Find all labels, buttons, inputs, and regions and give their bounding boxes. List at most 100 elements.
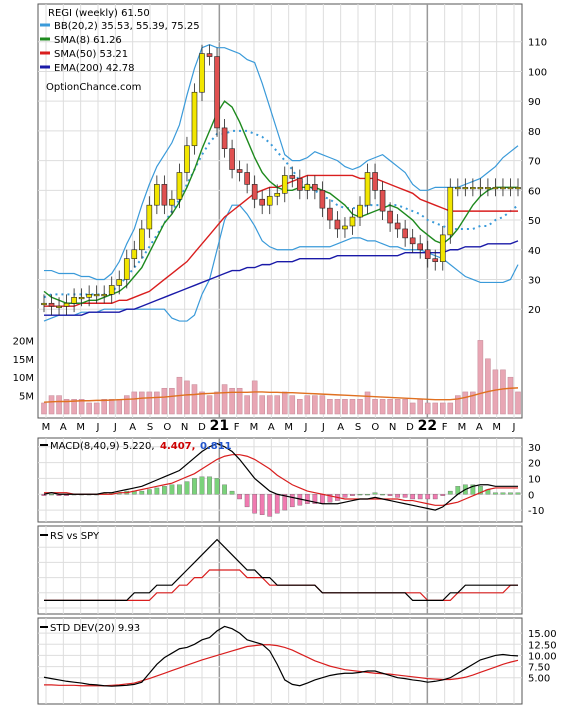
volume-bar: [131, 391, 138, 415]
legend-label: SMA(8) 61.26: [54, 35, 122, 46]
x-tick-label: A: [60, 422, 67, 433]
macd-histogram-bar: [320, 494, 325, 504]
volume-bar: [93, 402, 100, 415]
macd-tick-label: 0: [528, 490, 534, 501]
x-tick-label: M: [458, 422, 467, 433]
macd-line: [43, 442, 518, 511]
volume-bar: [515, 391, 521, 415]
candle-body: [424, 249, 431, 259]
x-tick-label: J: [96, 422, 100, 433]
volume-bar: [485, 358, 491, 415]
candle-body: [372, 172, 378, 191]
chart-title: REGI (weekly) 61.50: [48, 8, 150, 19]
macd-histogram-bar: [154, 487, 160, 495]
candle-body: [274, 192, 281, 197]
volume-bar: [41, 402, 47, 415]
macd-signal-line: [44, 454, 518, 506]
volume-bar: [492, 369, 499, 415]
std-average-line: [44, 644, 519, 687]
candle-body: [199, 53, 205, 93]
volume-bar: [214, 391, 220, 415]
legend-label: BB(20,2) 35.53, 55.39, 75.25: [54, 21, 200, 32]
candle-body: [289, 175, 296, 179]
rs-line: [44, 538, 518, 602]
macd-hist-value: 0.811: [200, 441, 232, 452]
std-tick-label: 12.50: [528, 640, 557, 651]
candle-body: [349, 216, 356, 227]
price-tick-label: 40: [528, 246, 541, 257]
volume-bar: [184, 380, 190, 415]
volume-bar: [319, 395, 326, 415]
candle-body: [78, 297, 85, 300]
price-panel-frame: [37, 3, 523, 419]
std-line: [43, 625, 519, 687]
candle-body: [281, 175, 288, 194]
candle-body: [379, 190, 386, 212]
ema200-line: [44, 240, 519, 316]
candle-body: [108, 285, 115, 295]
price-tick-label: 70: [528, 157, 541, 168]
x-tick-label: 22: [418, 418, 437, 434]
candle-body: [447, 187, 454, 236]
candle-body: [327, 207, 333, 221]
volume-bar: [101, 399, 107, 415]
volume-bar: [409, 402, 416, 415]
x-tick-label: S: [147, 422, 153, 433]
volume-bar: [274, 395, 281, 415]
volume-bar: [116, 399, 123, 415]
macd-histogram-bar: [162, 486, 167, 495]
x-tick-label: 21: [210, 418, 229, 434]
macd-histogram-bar: [274, 494, 280, 514]
volume-bar: [424, 402, 431, 415]
macd-histogram-bar: [372, 492, 378, 495]
price-tick-label: 80: [528, 127, 541, 138]
x-tick-label: O: [163, 422, 171, 433]
macd-histogram-bar: [425, 494, 431, 500]
macd-tick-label: 30: [528, 443, 541, 454]
candle-body: [236, 169, 243, 173]
candle-body: [101, 294, 107, 297]
candle-body: [470, 187, 476, 190]
volume-bar: [342, 399, 348, 415]
candle-body: [176, 172, 183, 200]
volume-bar: [447, 402, 454, 415]
std-tick-label: 10.00: [528, 651, 557, 662]
macd-label: MACD(8,40,9) 5.220,: [50, 441, 155, 452]
candle-body: [139, 228, 145, 251]
bb-lower-line: [43, 204, 519, 322]
candle-body: [394, 222, 401, 230]
legend-label: SMA(50) 53.21: [54, 49, 128, 60]
candle-body: [206, 53, 213, 57]
macd-histogram-bar: [500, 492, 506, 495]
candle-body: [244, 172, 250, 185]
std-label: STD DEV(20) 9.93: [50, 623, 140, 634]
volume-bar: [199, 391, 205, 415]
macd-histogram-bar: [222, 484, 227, 495]
volume-tick-label: 5M: [19, 392, 34, 403]
candle-body: [71, 297, 77, 304]
volume-tick-label: 10M: [13, 373, 34, 384]
macd-histogram-bar: [493, 492, 498, 495]
macd-histogram-bar: [139, 490, 145, 495]
candle-body: [485, 187, 491, 190]
volume-bar: [462, 391, 469, 415]
macd-histogram-bar: [432, 494, 438, 500]
x-tick-label: A: [337, 422, 344, 433]
candle-body: [93, 294, 100, 297]
x-tick-label: A: [476, 422, 483, 433]
macd-histogram-bar: [357, 494, 363, 496]
candle-body: [357, 204, 363, 218]
macd-histogram-bar: [49, 494, 54, 496]
volume-bar: [108, 399, 115, 415]
macd-histogram-bar: [515, 492, 521, 495]
macd-histogram-bar: [184, 481, 190, 495]
volume-bar: [154, 391, 160, 415]
volume-bar: [439, 402, 446, 415]
candle-body: [48, 302, 55, 307]
std-tick-label: 15.00: [528, 629, 557, 640]
volume-bar: [63, 399, 70, 415]
volume-bar: [56, 395, 62, 415]
volume-bar: [312, 395, 318, 415]
std-tick-label: 7.50: [528, 663, 550, 674]
